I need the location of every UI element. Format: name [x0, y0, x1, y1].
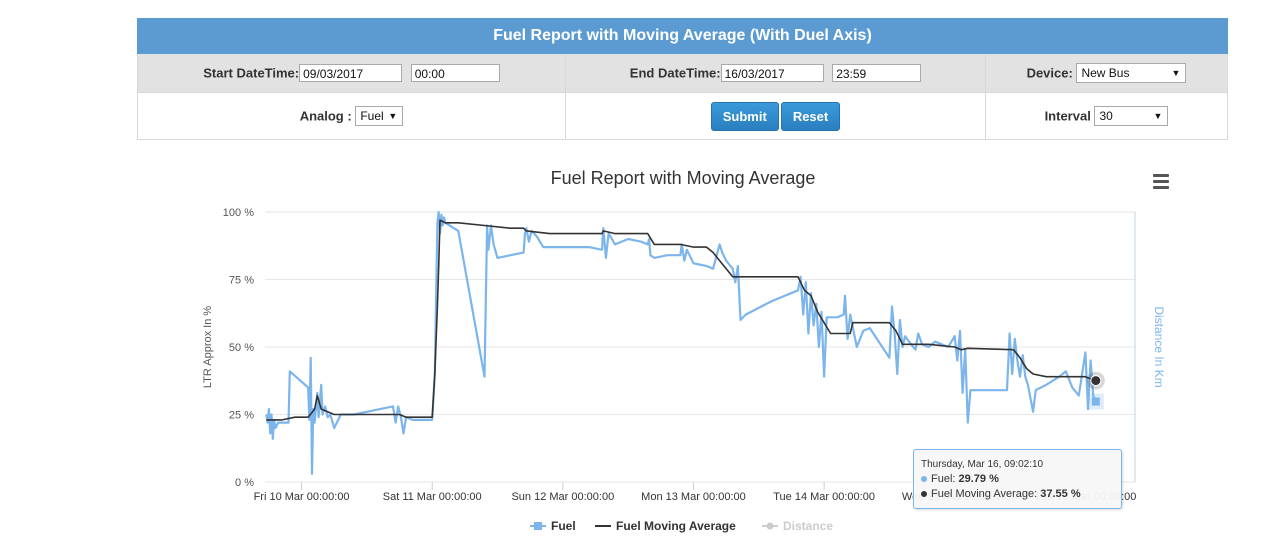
legend-marker [766, 522, 774, 530]
moving-average-series-line [266, 219, 1097, 421]
fuel-dot-icon [921, 476, 927, 483]
analog-cell: Analog : Fuel ▼ [137, 92, 566, 140]
menu-icon[interactable] [1153, 174, 1169, 192]
chevron-down-icon: ▼ [1153, 111, 1163, 121]
tooltip-fuel-value: 29.79 % [958, 473, 999, 485]
submit-button[interactable]: Submit [710, 101, 779, 131]
chart-grid [265, 211, 1135, 483]
x-tick-label: Fri 10 Mar 00:00:00 [254, 491, 350, 503]
tooltip-avg-row: Fuel Moving Average: 37.55 % [921, 488, 1081, 500]
y-axis-label: LTR Approx In % [202, 306, 214, 389]
y-tick-label: 100 % [223, 207, 254, 219]
start-datetime-label: Start DateTime: [203, 65, 300, 81]
device-select-value: New Bus [1081, 66, 1130, 80]
y-axis-ticks: 0 % 25 % 50 % 75 % 100 % [223, 207, 254, 489]
x-tick-label: Sun 12 Mar 00:00:00 [511, 491, 614, 503]
avg-dot-icon [921, 491, 927, 498]
end-date-input[interactable]: 16/03/2017 [720, 64, 824, 82]
series-layer [265, 210, 1105, 475]
y-tick-label: 25 % [229, 410, 254, 422]
x-tick-label: Mon 13 Mar 00:00:00 [641, 491, 746, 503]
interval-cell: Interval 30 ▼ [985, 92, 1228, 140]
right-axis-label: Distance In Km [1152, 306, 1166, 387]
y-tick-label: 75 % [229, 275, 254, 287]
y-tick-label: 50 % [229, 342, 254, 354]
analog-select-value: Fuel [360, 109, 384, 123]
y-tick-label: 0 % [235, 477, 254, 489]
device-select[interactable]: New Bus ▼ [1076, 63, 1187, 83]
end-datetime-cell: End DateTime: 16/03/2017 23:59 [565, 53, 986, 93]
end-datetime-label: End DateTime: [629, 65, 721, 81]
interval-select-value: 30 [1099, 109, 1113, 123]
analog-select[interactable]: Fuel ▼ [355, 106, 404, 126]
legend-label: Distance [783, 519, 833, 533]
x-tick-label: Sat 11 Mar 00:00:00 [383, 491, 482, 503]
reset-button[interactable]: Reset [780, 101, 841, 131]
device-cell: Device: New Bus ▼ [985, 53, 1228, 93]
chart-tooltip: Thursday, Mar 16, 09:02:10 Fuel: 29.79 %… [913, 449, 1122, 509]
tooltip-header: Thursday, Mar 16, 09:02:10 [921, 459, 1044, 470]
tooltip-avg-value: 37.55 % [1040, 488, 1081, 500]
chart-title: Fuel Report with Moving Average [551, 168, 816, 188]
analog-label: Analog : [299, 108, 352, 124]
interval-select[interactable]: 30 ▼ [1094, 106, 1169, 126]
fuel-series-line [265, 210, 1097, 475]
tooltip-avg-label: Fuel Moving Average: [931, 488, 1041, 500]
start-datetime-cell: Start DateTime: 09/03/2017 00:00 [137, 53, 566, 93]
tooltip-fuel-row: Fuel: 29.79 % [921, 473, 999, 485]
tooltip-fuel-label: Fuel: [931, 473, 959, 485]
legend-marker [534, 522, 542, 530]
report-form: Fuel Report with Moving Average (With Du… [137, 18, 1228, 140]
start-date-input[interactable]: 09/03/2017 [299, 64, 403, 82]
chevron-down-icon: ▼ [1171, 68, 1181, 78]
end-time-input[interactable]: 23:59 [832, 64, 922, 82]
chevron-down-icon: ▼ [388, 111, 398, 121]
actions-cell: Submit Reset [565, 92, 986, 140]
x-tick-label: Tue 14 Mar 00:00:00 [773, 491, 875, 503]
interval-label: Interval [1044, 108, 1091, 124]
device-label: Device: [1026, 65, 1073, 81]
form-title: Fuel Report with Moving Average (With Du… [137, 18, 1228, 54]
start-time-input[interactable]: 00:00 [410, 64, 500, 82]
legend-label: Fuel Moving Average [616, 519, 736, 533]
chart-legend: Fuel Fuel Moving Average Distance [530, 519, 833, 533]
avg-hover-marker [1090, 375, 1102, 387]
legend-label: Fuel [551, 519, 576, 533]
fuel-hover-marker [1091, 397, 1100, 406]
